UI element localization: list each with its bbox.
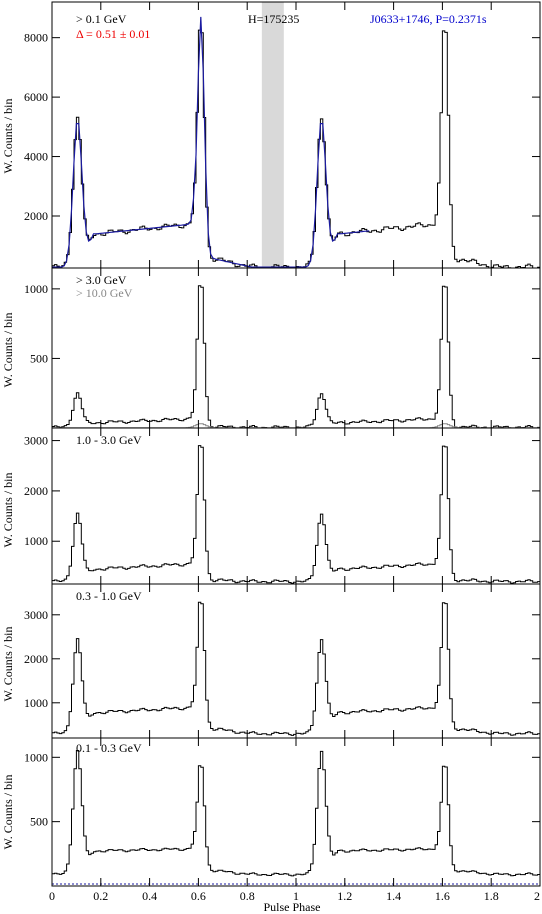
x-tick-label: 0.6 <box>191 889 206 903</box>
profile-histogram <box>52 29 540 269</box>
y-ticks: 2000 4000 6000 8000 <box>24 31 540 223</box>
panel-4: 1000 2000 3000 0.3 - 1.0 GeV W. Counts / b… <box>1 589 540 736</box>
profile-histogram <box>52 750 540 877</box>
y-tick-label: 1000 <box>24 750 48 764</box>
energy-label: > 3.0 GeV <box>76 273 127 287</box>
panel-5: 500 1000 0.1 - 0.3 GeV W. Counts / bin <box>1 741 540 885</box>
energy-label: 0.1 - 0.3 GeV <box>76 741 142 755</box>
x-axis-label: Pulse Phase <box>264 900 321 914</box>
y-tick-label: 6000 <box>24 90 48 104</box>
y-tick-label: 2000 <box>24 484 48 498</box>
y-tick-label: 2000 <box>24 652 48 666</box>
energy-label: 1.0 - 3.0 GeV <box>76 433 142 447</box>
energy-label: 0.3 - 1.0 GeV <box>76 589 142 603</box>
x-tick-label: 1 <box>293 889 299 903</box>
x-tick-label: 1.2 <box>337 889 352 903</box>
y-tick-label: 500 <box>30 351 48 365</box>
x-tick-label: 0.8 <box>240 889 255 903</box>
panel-frame <box>51 1 541 269</box>
y-tick-label: 1000 <box>24 696 48 710</box>
y-axis-label: W. Counts / bin <box>1 99 15 174</box>
y-axis-label: W. Counts / bin <box>1 775 15 850</box>
x-tick-label: 2 <box>534 889 540 903</box>
energy-label: > 0.1 GeV <box>76 12 127 26</box>
profile-histogram <box>52 285 540 429</box>
x-tick-label: 0.4 <box>142 889 157 903</box>
x-tick-label: 1.4 <box>386 889 401 903</box>
profile-histogram <box>52 445 540 584</box>
high-energy-label: > 10.0 GeV <box>76 286 133 300</box>
h-test-label: H=175235 <box>248 12 299 26</box>
y-axis-label: W. Counts / bin <box>1 627 15 702</box>
y-ticks: 500 1000 <box>24 750 540 829</box>
x-tick-label: 1.8 <box>484 889 499 903</box>
profile-fit-curve <box>52 16 370 268</box>
offpulse-band <box>261 2 284 268</box>
y-tick-label: 3000 <box>24 608 48 622</box>
x-tick-label: 0 <box>49 889 55 903</box>
panel-3: 1000 2000 3000 1.0 - 3.0 GeV W. Counts / b… <box>1 433 540 584</box>
y-tick-label: 2000 <box>24 209 48 223</box>
panel-frame <box>51 427 541 585</box>
y-tick-label: 8000 <box>24 31 48 45</box>
y-ticks: 1000 2000 3000 <box>24 434 540 548</box>
y-tick-label: 1000 <box>24 282 48 296</box>
y-axis-label: W. Counts / bin <box>1 473 15 548</box>
y-tick-label: 500 <box>30 815 48 829</box>
y-tick-label: 4000 <box>24 150 48 164</box>
panel-2: 500 1000 > 3.0 GeV > 10.0 GeV W. Counts /… <box>1 273 540 429</box>
panel-1: 2000 4000 6000 8000 > 0.1 GeV Δ = 0.51 ± 0.… <box>1 2 540 269</box>
y-ticks: 1000 2000 3000 <box>24 608 540 710</box>
x-axis-ticks: 0 0.2 0.4 0.6 0.8 1 1.2 1.4 1.6 1.8 2 <box>49 2 541 903</box>
profile-histogram <box>52 601 540 736</box>
y-axis-label: W. Counts / bin <box>1 313 15 388</box>
panel-frame <box>51 737 541 887</box>
x-tick-label: 0.2 <box>93 889 108 903</box>
panel-frame <box>51 583 541 739</box>
y-tick-label: 3000 <box>24 434 48 448</box>
x-tick-label: 1.6 <box>435 889 450 903</box>
y-ticks: 500 1000 <box>24 282 540 365</box>
source-label: J0633+1746, P=0.2371s <box>370 12 487 26</box>
delta-label: Δ = 0.51 ± 0.01 <box>76 27 150 41</box>
y-tick-label: 1000 <box>24 534 48 548</box>
